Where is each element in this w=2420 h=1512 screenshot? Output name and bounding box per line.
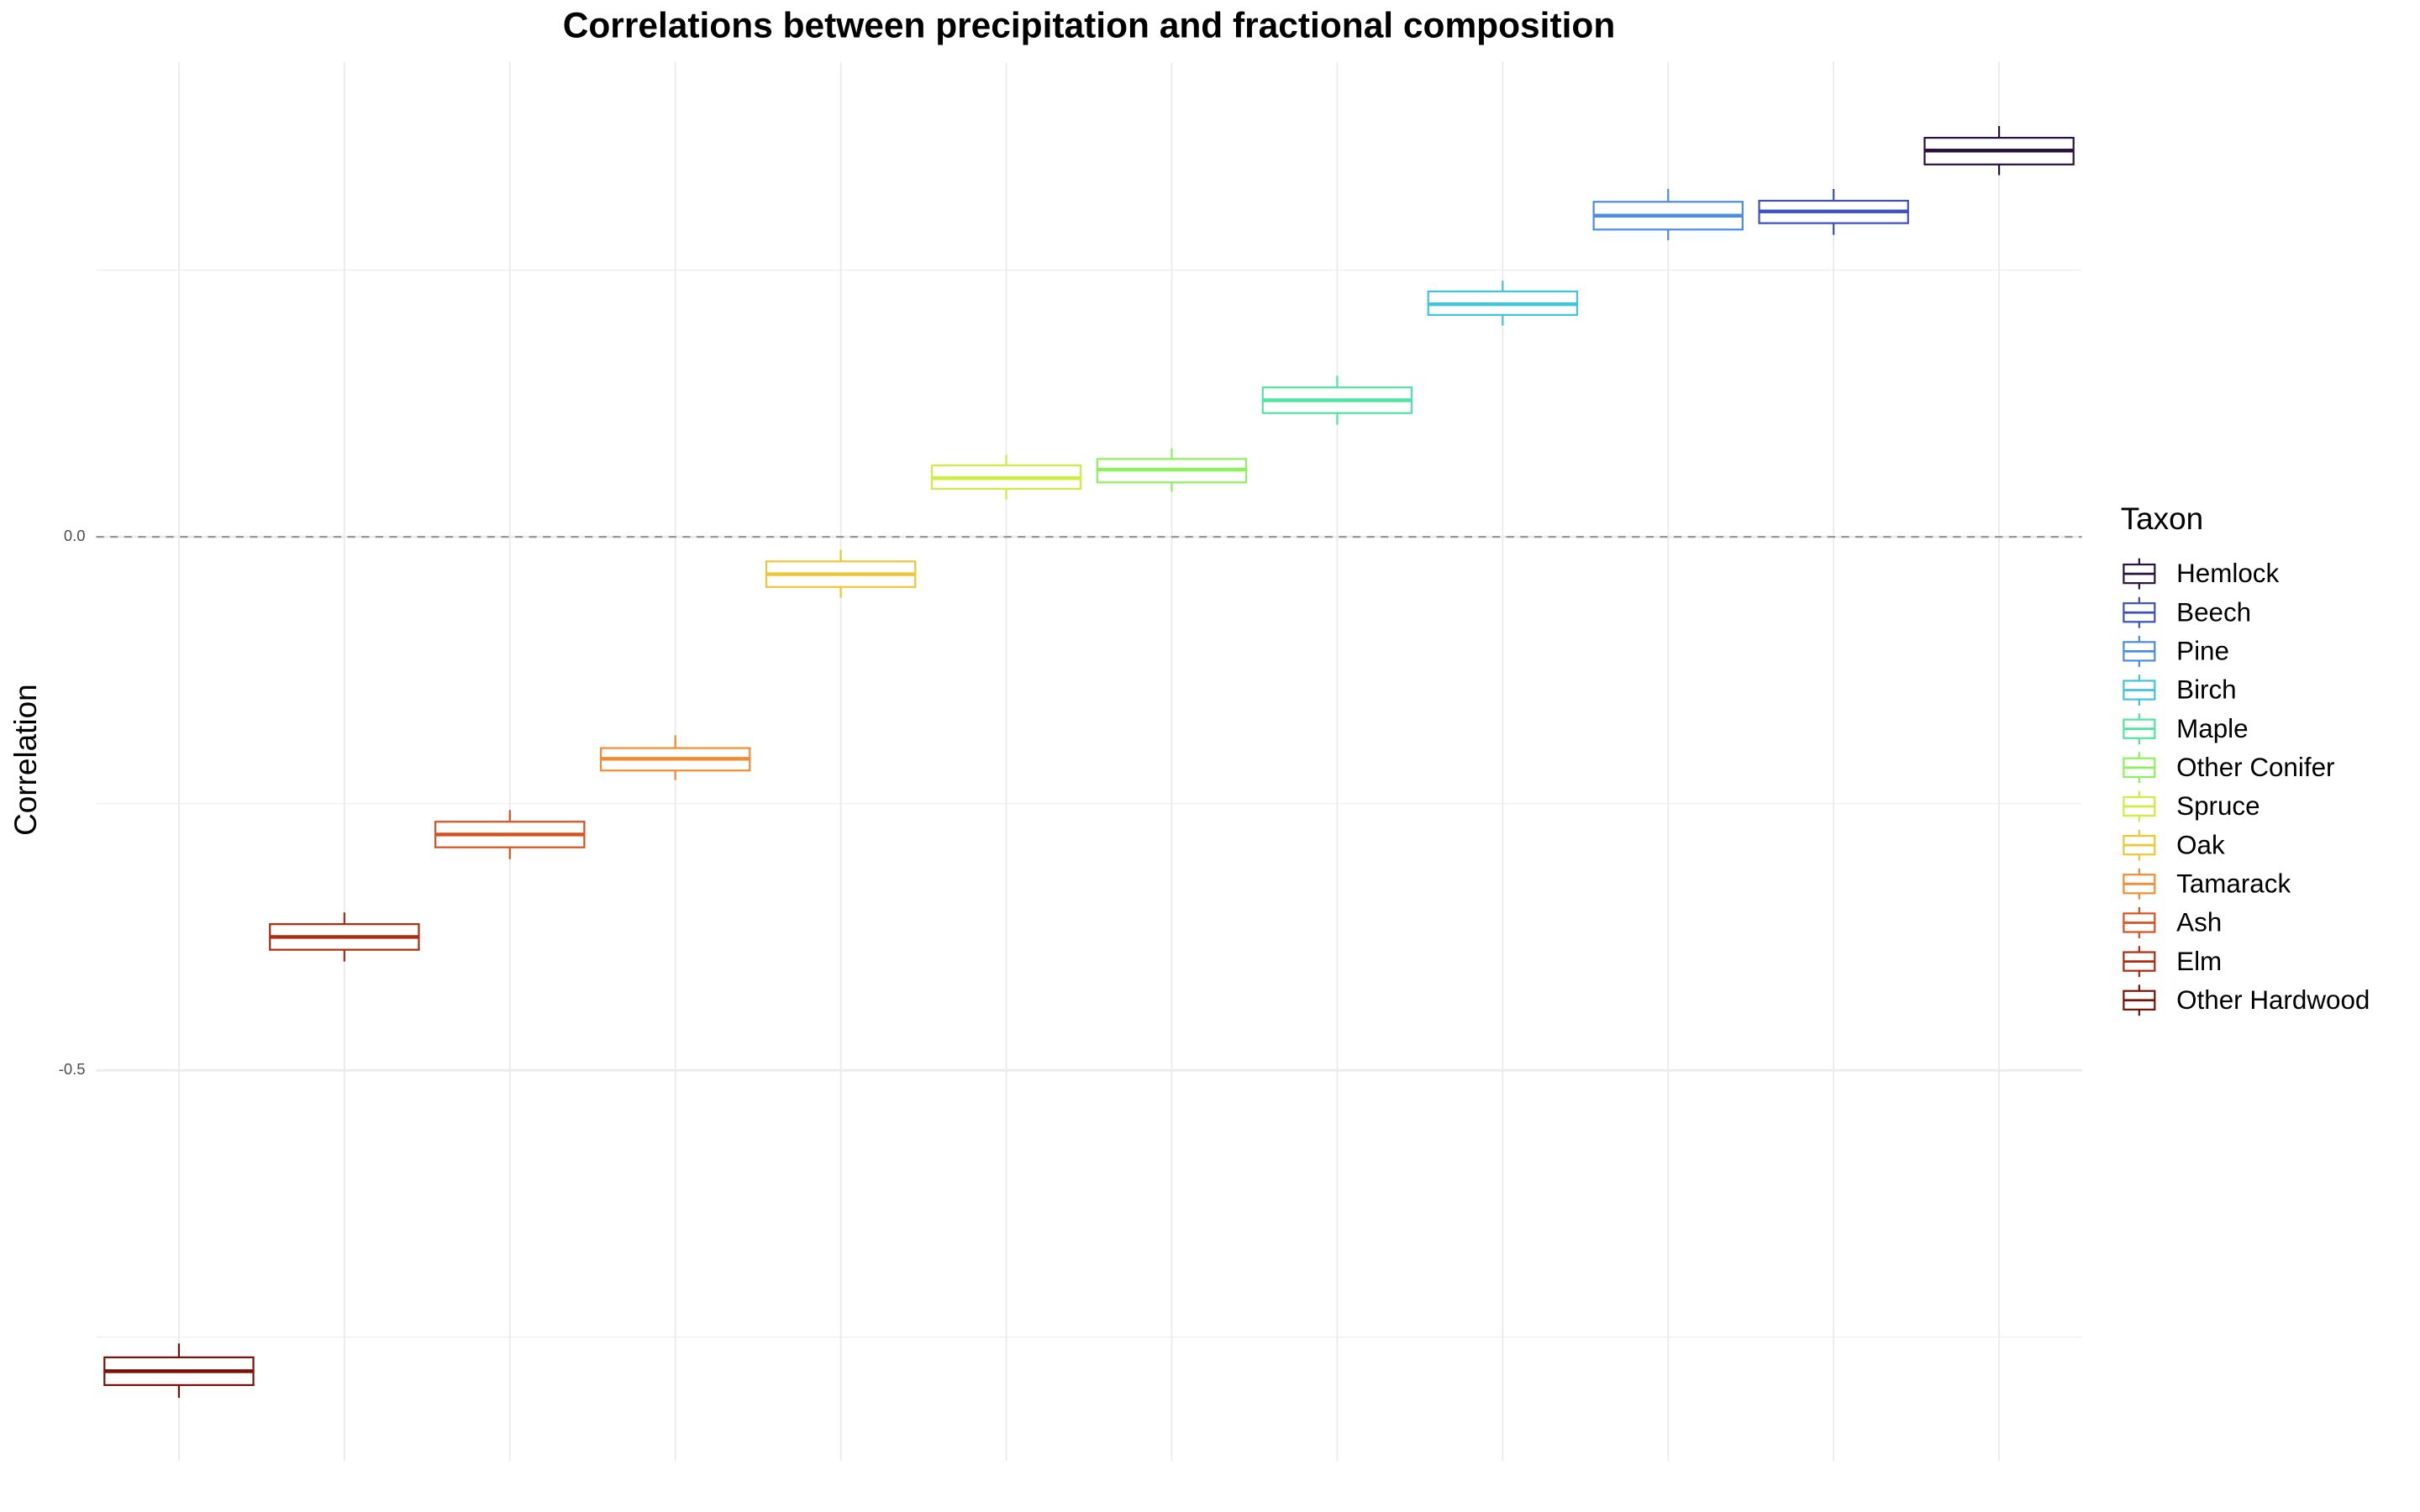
legend-label: Spruce xyxy=(2176,791,2260,821)
legend-label: Ash xyxy=(2176,908,2222,937)
y-tick-label: 0.0 xyxy=(64,527,86,544)
y-axis-title: Correlation xyxy=(8,684,43,836)
legend-label: Hemlock xyxy=(2176,559,2279,588)
legend-label: Birch xyxy=(2176,675,2236,705)
chart-title: Correlations between precipitation and f… xyxy=(563,5,1616,45)
legend-label: Other Conifer xyxy=(2176,753,2334,782)
legend-label: Tamarack xyxy=(2176,869,2291,898)
legend-label: Maple xyxy=(2176,714,2248,743)
legend-label: Beech xyxy=(2176,597,2251,627)
legend-label: Oak xyxy=(2176,830,2225,859)
legend-title: Taxon xyxy=(2121,501,2203,536)
y-tick-label: -0.5 xyxy=(59,1060,86,1078)
legend-label: Other Hardwood xyxy=(2176,985,2370,1015)
legend-label: Elm xyxy=(2176,947,2222,976)
legend-label: Pine xyxy=(2176,637,2229,666)
